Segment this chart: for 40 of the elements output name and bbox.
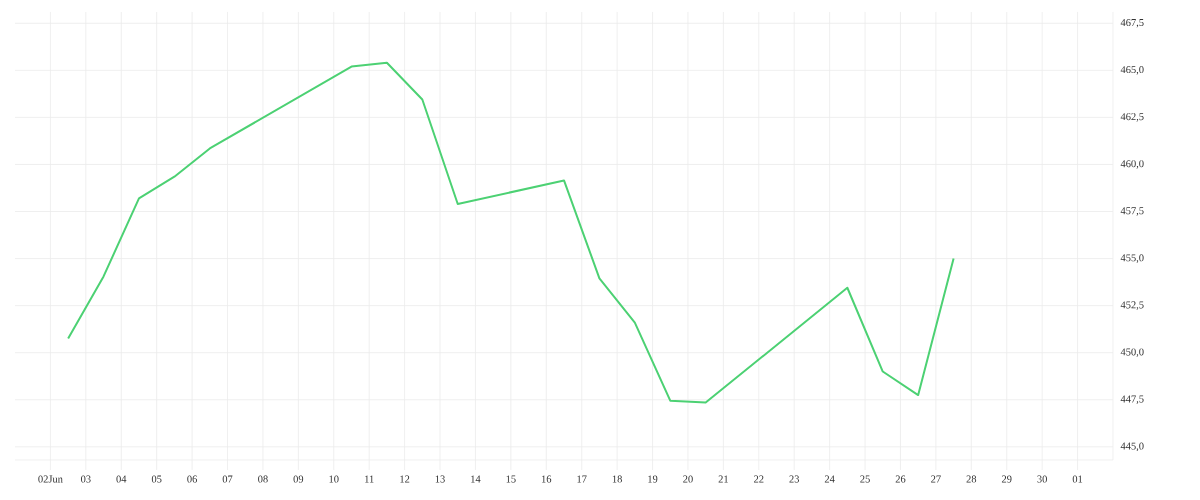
x-tick-label: 08 [258,475,268,483]
x-tick-label: 10 [329,475,339,483]
y-tick-label: 447,5 [1120,395,1144,404]
x-tick-label: 24 [824,475,835,483]
x-tick-label: 30 [1037,475,1047,483]
x-tick-label: 09 [293,475,304,483]
x-tick-label: 20 [683,475,693,483]
y-tick-label: 452,5 [1120,301,1144,310]
x-tick-label: 12 [400,475,410,483]
x-tick-label: 25 [860,475,870,483]
x-tick-label: 16 [541,475,552,483]
x-tick-label: 15 [506,475,516,483]
x-tick-label: 07 [222,475,233,483]
x-tick-label: 19 [648,475,658,483]
x-tick-label: 21 [718,475,728,483]
x-tick-label: 05 [151,475,162,483]
y-tick-label: 465,0 [1120,66,1144,75]
x-tick-label: 26 [895,475,906,483]
x-tick-label: 04 [116,475,127,483]
x-tick-label: 11 [365,475,374,483]
y-tick-label: 445,0 [1120,442,1144,452]
y-tick-label: 450,0 [1120,348,1144,357]
y-tick-label: 467,5 [1120,19,1144,28]
x-tick-label: 29 [1001,475,1012,483]
x-tick-label: 13 [435,475,445,483]
y-tick-label: 462,5 [1120,113,1144,122]
y-tick-label: 455,0 [1120,254,1144,263]
x-tick-label: 14 [471,475,481,483]
x-tick-label: 03 [81,475,91,483]
y-tick-label: 460,0 [1120,160,1144,169]
y-tick-label: 457,5 [1120,207,1144,216]
x-tick-label: 27 [931,475,941,483]
x-tick-label: 01 [1072,475,1083,483]
x-tick-label: 28 [966,475,977,483]
x-tick-label: 23 [789,475,800,483]
x-tick-label: 06 [187,475,198,483]
x-tick-label: 17 [577,475,587,483]
x-tick-label: 02Jun [38,475,63,483]
x-tick-label: 22 [754,475,764,483]
x-tick-label: 18 [612,475,622,483]
